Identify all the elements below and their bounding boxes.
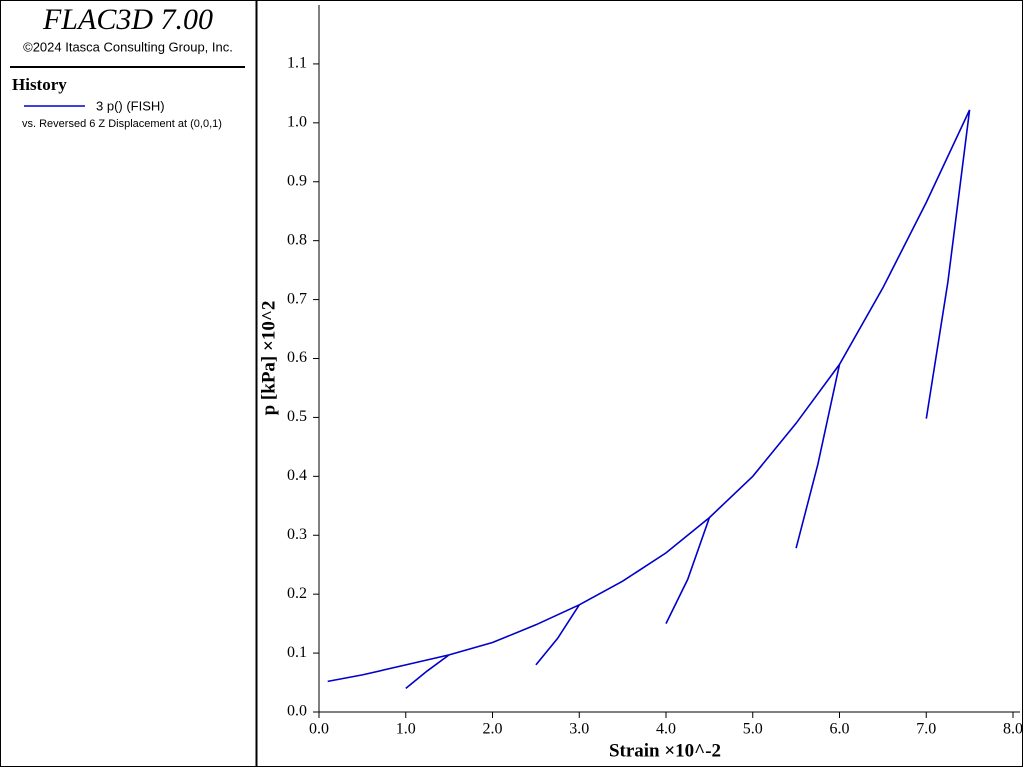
- y-axis-label: p [kPa] ×10^2: [258, 301, 279, 416]
- x-tick-label: 6.0: [830, 721, 850, 738]
- x-tick-label: 0.0: [309, 721, 329, 738]
- x-tick-label: 5.0: [743, 721, 763, 738]
- x-tick-label: 4.0: [656, 721, 676, 738]
- copyright: ©2024 Itasca Consulting Group, Inc.: [23, 39, 233, 54]
- section-title: History: [12, 75, 67, 94]
- x-axis-label: Strain ×10^-2: [609, 740, 721, 761]
- y-tick-label: 0.8: [287, 231, 307, 248]
- y-tick-label: 0.1: [287, 644, 307, 661]
- x-tick-label: 3.0: [569, 721, 589, 738]
- y-tick-label: 0.3: [287, 526, 307, 543]
- y-tick-label: 1.1: [287, 55, 307, 72]
- y-tick-label: 0.6: [287, 349, 307, 366]
- legend-label: 3 p() (FISH): [96, 98, 165, 113]
- y-tick-label: 0.0: [287, 703, 307, 720]
- x-tick-label: 2.0: [483, 721, 503, 738]
- legend-note: vs. Reversed 6 Z Displacement at (0,0,1): [22, 118, 222, 130]
- y-tick-label: 0.9: [287, 172, 307, 189]
- x-tick-label: 7.0: [916, 721, 936, 738]
- y-tick-label: 0.7: [287, 290, 307, 307]
- y-tick-label: 0.5: [287, 408, 307, 425]
- y-tick-label: 1.0: [287, 114, 307, 131]
- data-line: [327, 109, 971, 690]
- y-tick-label: 0.4: [287, 467, 307, 484]
- x-tick-label: 8.0: [1003, 721, 1023, 738]
- app-title: FLAC3D 7.00: [42, 3, 213, 36]
- x-tick-label: 1.0: [396, 721, 416, 738]
- y-tick-label: 0.2: [287, 585, 307, 602]
